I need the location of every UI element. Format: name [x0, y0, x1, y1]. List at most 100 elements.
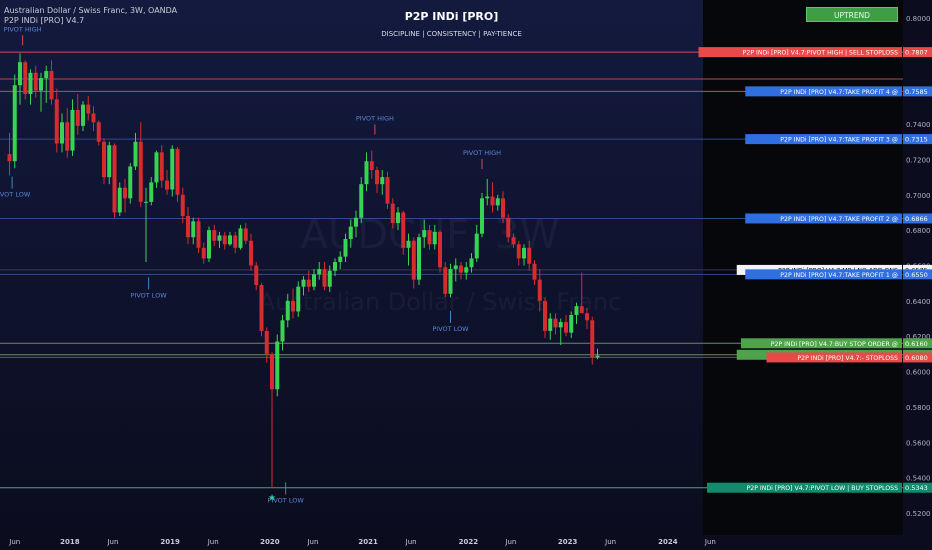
candle-body — [459, 265, 463, 273]
candle-body — [548, 318, 553, 331]
pivot-label: PIVOT HIGH — [4, 25, 42, 33]
candle-body — [590, 320, 595, 358]
candle-body — [243, 228, 248, 241]
candle-body — [123, 187, 127, 199]
candle-body — [75, 109, 80, 126]
time-tick-label: Jun — [504, 538, 516, 546]
level-price-text: 0.7315 — [905, 136, 928, 144]
candle-body — [579, 306, 584, 314]
candle-body — [159, 152, 164, 181]
candle-body — [170, 148, 175, 190]
candle-body — [212, 230, 217, 241]
candle-body — [464, 267, 469, 273]
plot-area — [0, 0, 703, 535]
candle-body — [96, 122, 101, 142]
level-label-box — [766, 352, 902, 363]
level-label-box — [745, 213, 902, 224]
level-label-text: P2P INDi [PRO] V4.7:BUY STOP ORDER @ — [771, 340, 898, 348]
candle-body — [81, 104, 85, 126]
candle-body — [516, 244, 521, 259]
candle-body — [301, 279, 306, 287]
candle-body — [422, 230, 427, 238]
candle-body — [375, 170, 379, 185]
pivot-label: PIVOT HIGH — [463, 149, 501, 157]
level-labels: P2P INDi [PRO] V4.7:PIVOT HIGH | SELL ST… — [698, 47, 932, 493]
level-price-box — [903, 352, 932, 363]
level-label-box — [745, 134, 902, 145]
candle-body — [411, 240, 416, 280]
candle-body — [33, 72, 38, 91]
candle-body — [474, 233, 479, 259]
level-label-text: P2P INDi [PRO] V4.7:TAKE PROFIT 4 @ — [780, 88, 898, 96]
candle-body — [485, 196, 490, 199]
indicator-title[interactable]: P2P INDi [PRO] V4.7 — [4, 16, 85, 25]
candle-body — [91, 113, 96, 123]
pivot-star-icon: ★ — [268, 493, 276, 503]
time-axis-background[interactable] — [0, 535, 932, 550]
candle-body — [432, 231, 437, 245]
candle-body — [296, 286, 301, 312]
candle-body — [275, 341, 280, 390]
candle-body — [133, 141, 138, 167]
candle-body — [249, 240, 253, 266]
symbol-title[interactable]: Australian Dollar / Swiss Franc, 3W, OAN… — [4, 6, 178, 15]
indicator-name: P2P INDi [PRO] — [404, 10, 499, 23]
candle-body — [264, 330, 269, 354]
candle-body — [522, 247, 526, 259]
candle-body — [28, 72, 33, 95]
time-tick-label: 2021 — [358, 538, 378, 546]
pivot-label: PIVOT LOW — [432, 325, 469, 333]
candle-body — [65, 122, 70, 151]
candle-body — [537, 279, 542, 301]
level-price-box — [903, 134, 932, 145]
candle-body — [327, 270, 332, 287]
pivot-label: PIVOT HIGH — [356, 115, 394, 123]
candle-body — [238, 228, 243, 248]
price-tick-label: 0.7400 — [906, 121, 931, 129]
candle-body — [285, 300, 290, 321]
level-price-text: 0.6080 — [905, 354, 928, 362]
candle-body — [532, 263, 537, 280]
time-tick-label: Jun — [207, 538, 219, 546]
candle-body — [254, 265, 259, 285]
candle-body — [448, 269, 453, 294]
level-price-box — [903, 213, 932, 224]
candle-body — [44, 71, 49, 79]
price-tick-label: 0.5400 — [906, 475, 931, 483]
candle-body — [438, 231, 442, 268]
level-price-text: 0.5343 — [905, 484, 928, 492]
candle-body — [180, 194, 185, 216]
candle-body — [306, 279, 311, 287]
candle-body — [527, 247, 532, 264]
pivot-label: PIVOT LOW — [268, 496, 305, 504]
candle-body — [291, 300, 295, 312]
candle-body — [259, 284, 264, 331]
candle-body — [338, 256, 343, 262]
level-price-text: 0.6866 — [905, 215, 928, 223]
candle-body — [574, 306, 579, 315]
price-tick-label: 0.6000 — [906, 369, 931, 377]
candle-body — [107, 145, 112, 178]
candle-body — [495, 198, 500, 206]
level-label-box — [741, 338, 902, 349]
candle-body — [23, 62, 28, 95]
time-tick-label: Jun — [306, 538, 318, 546]
candle-body — [322, 269, 327, 287]
candle-body — [175, 148, 180, 195]
candle-body — [207, 230, 211, 259]
candle-body — [228, 235, 232, 245]
candle-body — [380, 177, 385, 185]
candle-body — [369, 161, 374, 171]
candle-body — [359, 184, 364, 218]
time-tick-label: 2024 — [658, 538, 678, 546]
candle-body — [417, 237, 421, 280]
candle-body — [385, 177, 390, 204]
candle-body — [7, 154, 12, 162]
level-label-box — [707, 482, 902, 493]
price-tick-label: 0.5200 — [906, 510, 931, 518]
candle-body — [343, 238, 348, 257]
candle-body — [427, 230, 432, 245]
time-tick-label: Jun — [405, 538, 417, 546]
level-label: P2P INDi [PRO] V4.7:TAKE PROFIT 3 @ 0.731… — [745, 134, 932, 145]
